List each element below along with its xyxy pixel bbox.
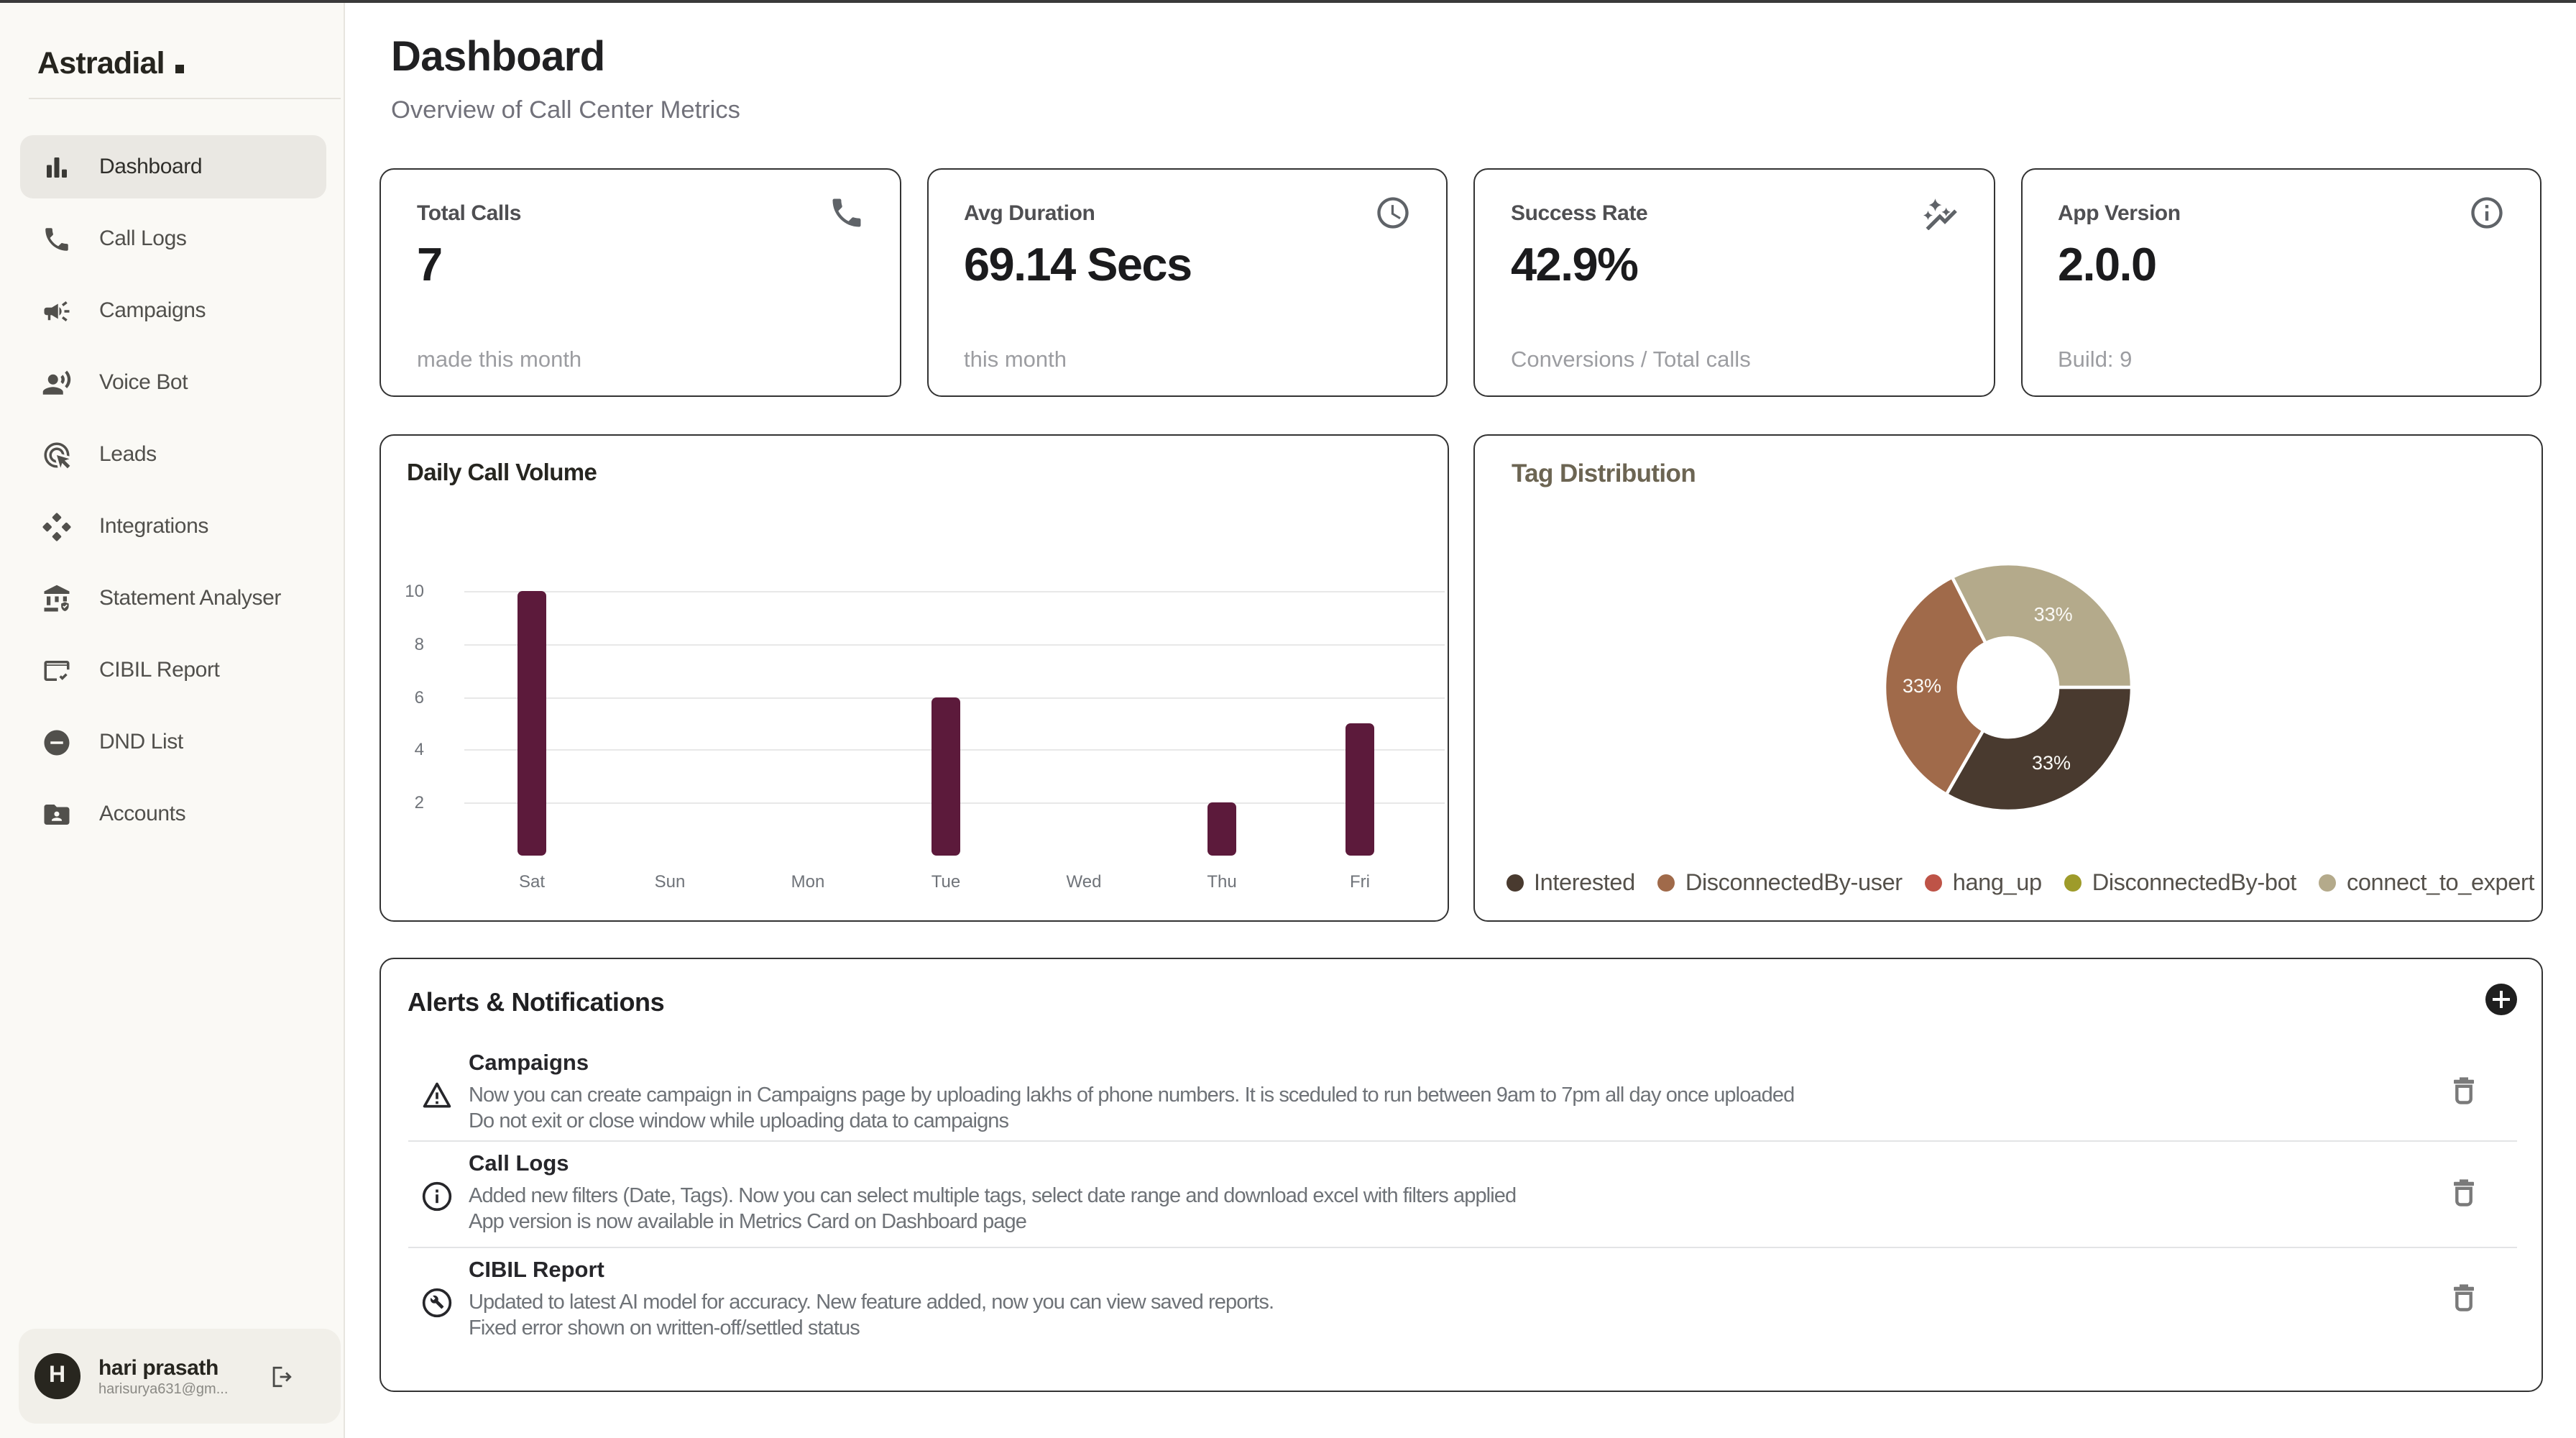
svg-text:33%: 33% bbox=[2032, 752, 2071, 774]
svg-text:33%: 33% bbox=[2034, 604, 2073, 626]
svg-text:33%: 33% bbox=[1903, 675, 1941, 697]
